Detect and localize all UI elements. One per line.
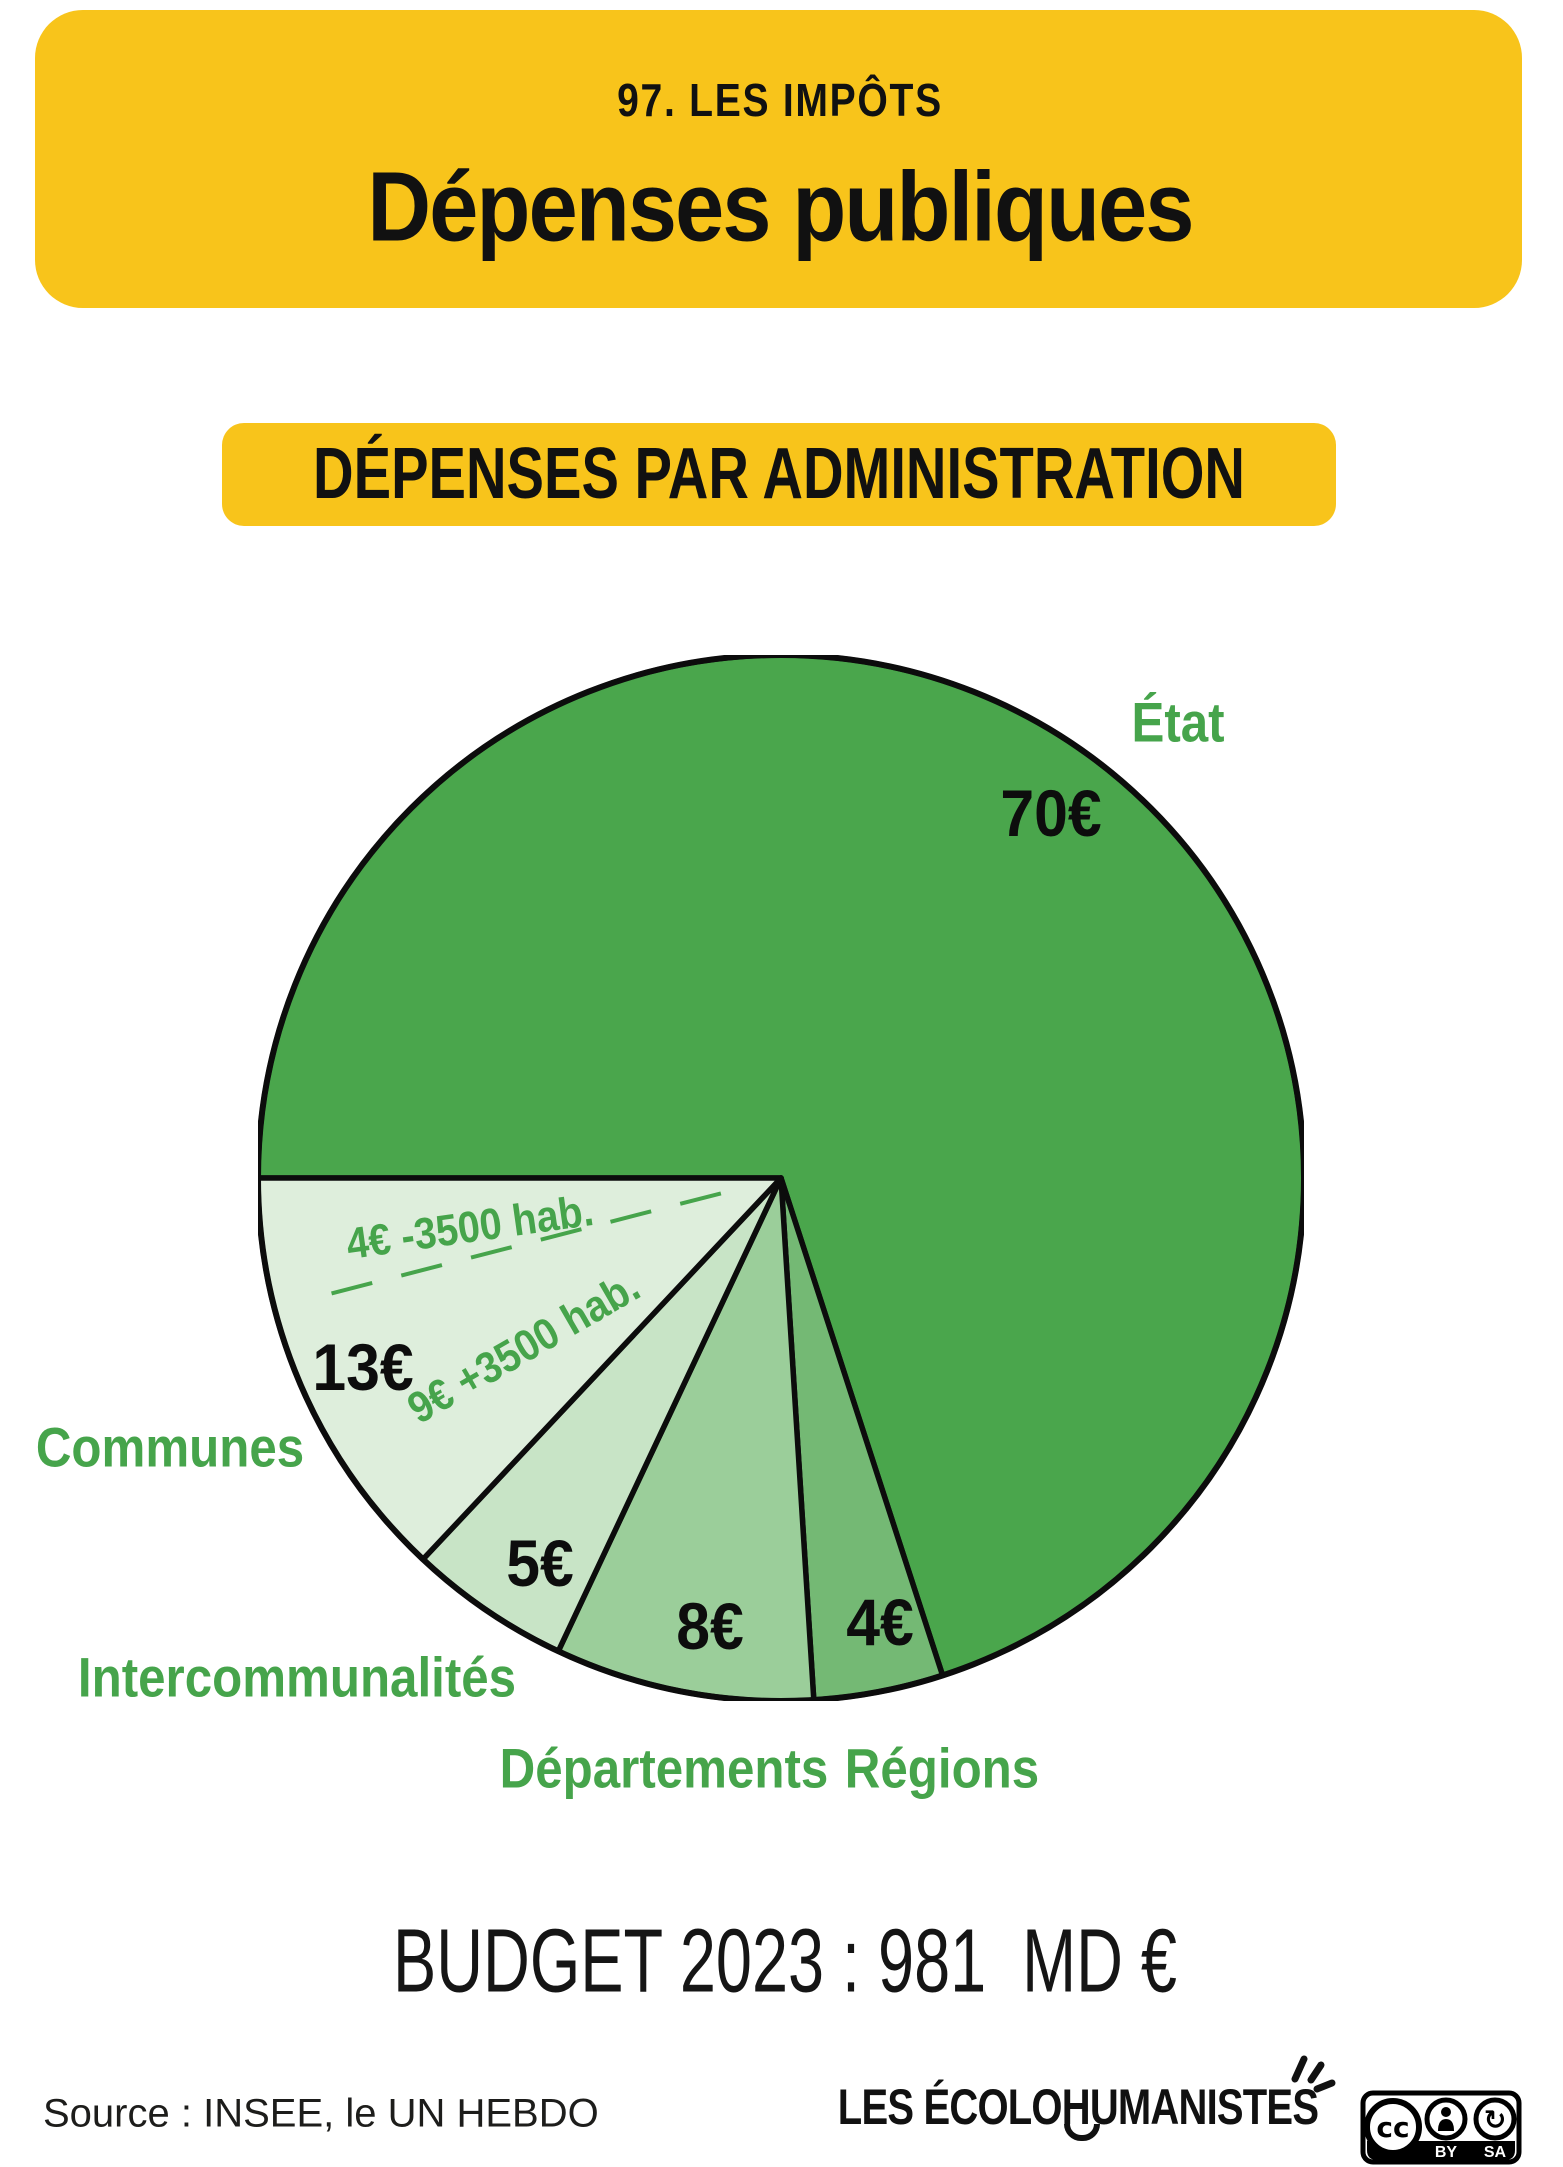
- segment-label-intercommunalites: Intercommunalités: [77, 1645, 517, 1709]
- segment-value-etat: 70€: [1000, 776, 1102, 850]
- svg-text:cc: cc: [1376, 2111, 1409, 2144]
- badge-by-label: BY: [1435, 2144, 1458, 2161]
- segment-label-regions: Régions: [844, 1736, 1040, 1800]
- svg-text:↻: ↻: [1484, 2105, 1507, 2136]
- segment-value-departements: 8€: [676, 1589, 744, 1663]
- brand-sparkle-icon: [1291, 2055, 1336, 2093]
- segment-value-regions: 4€: [846, 1585, 914, 1659]
- badge-sa-label: SA: [1484, 2144, 1507, 2161]
- pie-svg: [255, 652, 1307, 1704]
- cc-icon: [1364, 2098, 1422, 2156]
- by-person-icon: [1424, 2097, 1468, 2141]
- budget-total: BUDGET 2023 : 981 MD €: [393, 1911, 1177, 2012]
- source-credit: Source : INSEE, le UN HEBDO: [43, 2091, 599, 2136]
- segment-value-communes: 13€: [312, 1330, 414, 1404]
- segment-value-intercommunalites: 5€: [506, 1526, 574, 1600]
- section-title: DÉPENSES PAR ADMINISTRATION: [313, 434, 1245, 514]
- segment-label-etat: État: [1131, 690, 1225, 754]
- segment-label-departements: Départements: [499, 1736, 829, 1800]
- header-banner: [35, 10, 1522, 308]
- header-kicker: 97. LES IMPÔTS: [617, 74, 943, 126]
- cc-by-sa-badge: cc ↻ BY SA: [1360, 2090, 1522, 2165]
- brand-smile-icon: [1064, 2124, 1100, 2141]
- section-title-banner: [222, 423, 1336, 526]
- sa-arrow-icon: ↻: [1473, 2097, 1517, 2141]
- pie-chart: [255, 652, 1307, 1704]
- segment-label-communes: Communes: [35, 1415, 305, 1479]
- page-title: Dépenses publiques: [367, 151, 1194, 262]
